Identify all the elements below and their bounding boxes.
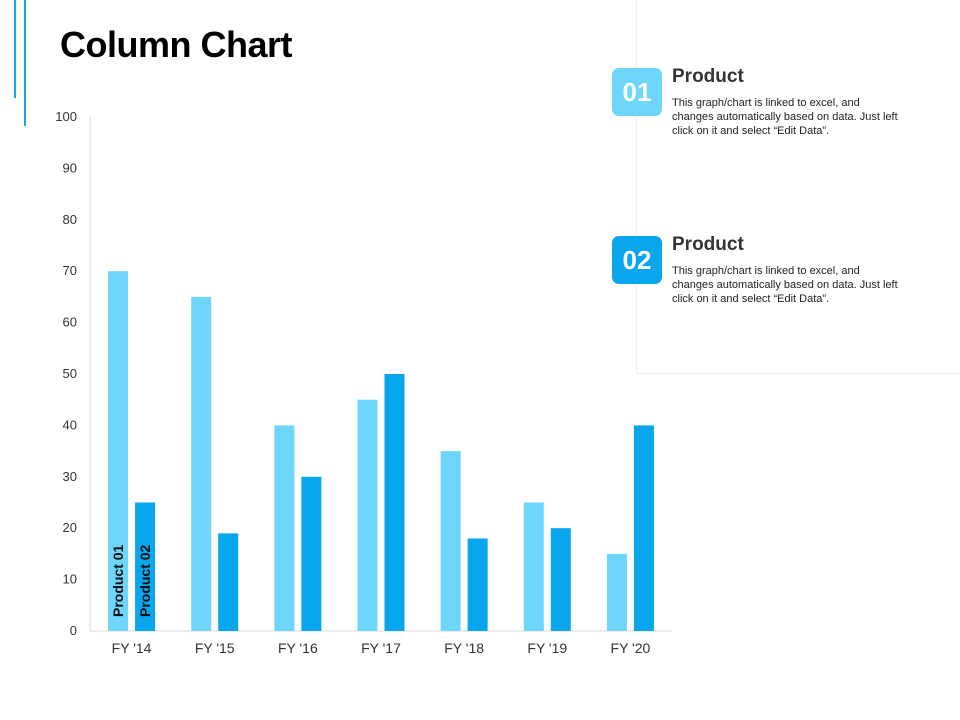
- y-tick-label: 20: [63, 520, 77, 535]
- y-tick-label: 60: [63, 315, 77, 330]
- bar-product-02: [301, 476, 322, 631]
- x-tick-label: FY '19: [527, 640, 567, 656]
- y-tick-label: 90: [63, 160, 77, 175]
- bar-product-02: [467, 538, 488, 631]
- info-panel-frame: [636, 0, 960, 374]
- y-tick-label: 40: [63, 417, 77, 432]
- bar-product-01: [606, 553, 627, 631]
- bar-product-02: [550, 528, 571, 631]
- y-tick-label: 0: [70, 623, 77, 638]
- x-tick-label: FY '15: [195, 640, 235, 656]
- bar-product-01: [440, 451, 461, 631]
- info-card-number: 01: [612, 68, 662, 116]
- x-tick-label: FY '14: [112, 640, 152, 656]
- series-label: Product 02: [137, 544, 153, 617]
- y-tick-label: 50: [63, 366, 77, 381]
- page-title: Column Chart: [60, 24, 293, 65]
- bar-product-02: [135, 502, 156, 631]
- bar-product-02: [384, 374, 405, 631]
- info-card-description: This graph/chart is linked to excel, and…: [672, 265, 898, 305]
- bar-product-02: [633, 425, 654, 631]
- bar-product-01: [274, 425, 295, 631]
- decorative-accent-line: [24, 0, 26, 126]
- bar-product-01: [523, 502, 544, 631]
- y-tick-label: 100: [55, 109, 77, 124]
- info-card-description: This graph/chart is linked to excel, and…: [672, 97, 898, 137]
- bar-product-01: [357, 399, 378, 631]
- y-tick-label: 10: [63, 572, 77, 587]
- x-tick-label: FY '18: [444, 640, 484, 656]
- y-tick-label: 30: [63, 469, 77, 484]
- bar-product-01: [191, 296, 212, 631]
- x-tick-label: FY '20: [611, 640, 651, 656]
- y-tick-label: 70: [63, 263, 77, 278]
- series-label: Product 01: [110, 544, 126, 617]
- info-card-number: 02: [612, 236, 662, 284]
- x-tick-label: FY '16: [278, 640, 318, 656]
- x-tick-label: FY '17: [361, 640, 401, 656]
- info-card-heading: Product: [672, 234, 744, 255]
- info-card-heading: Product: [672, 66, 744, 87]
- bar-product-01: [108, 271, 129, 631]
- bar-product-02: [218, 533, 239, 631]
- y-tick-label: 80: [63, 212, 77, 227]
- decorative-accent-line: [14, 0, 16, 98]
